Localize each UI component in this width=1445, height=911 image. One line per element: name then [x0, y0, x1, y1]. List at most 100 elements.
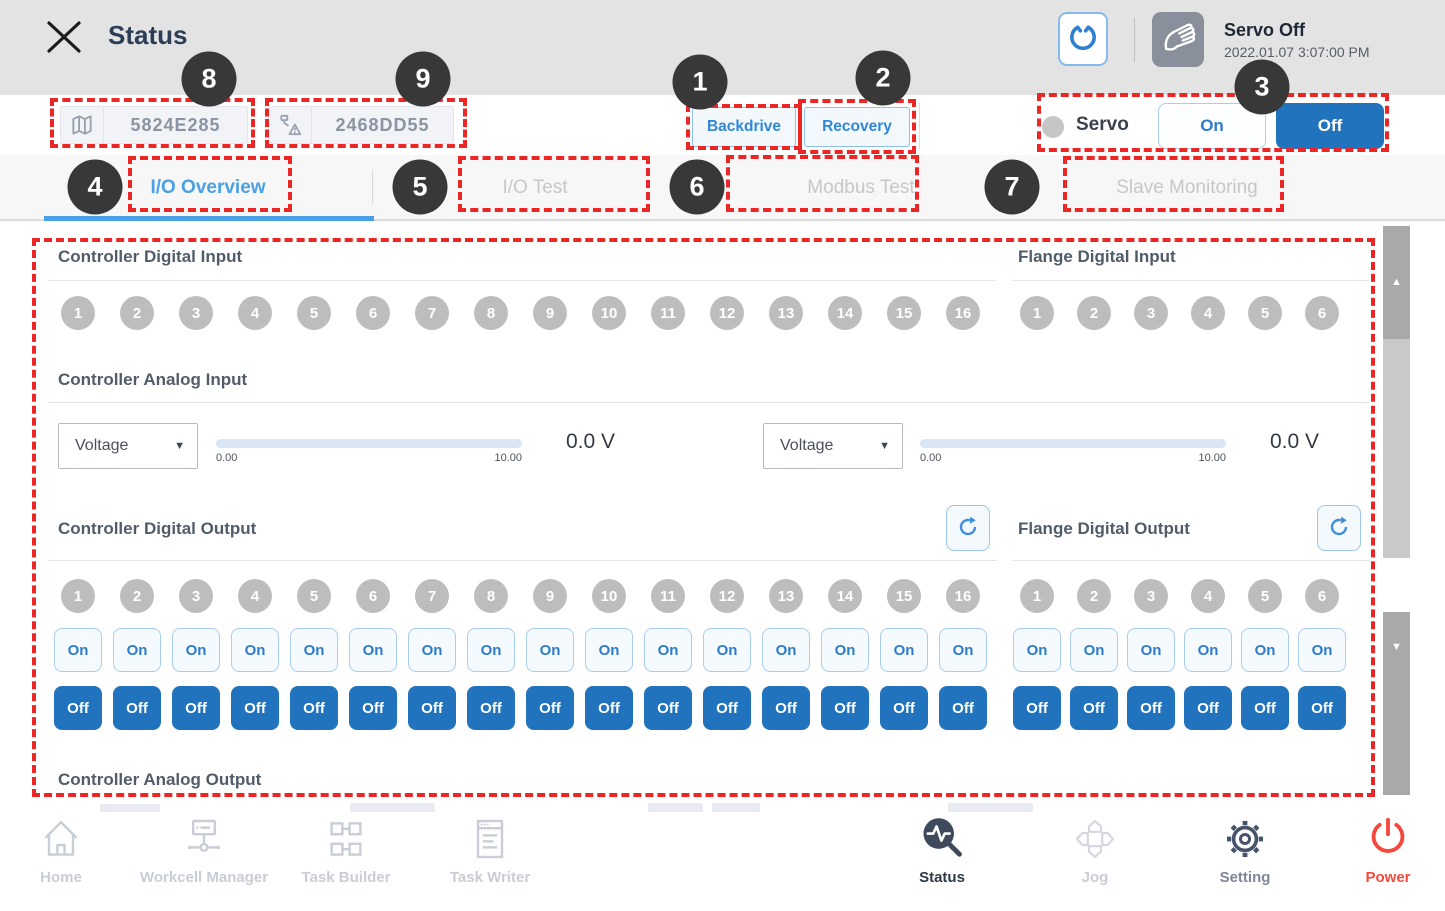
- recovery-button[interactable]: Recovery: [804, 107, 910, 147]
- channel-off-button[interactable]: Off: [349, 686, 397, 730]
- nav-item-setting[interactable]: Setting: [1165, 815, 1325, 886]
- channel-on-button[interactable]: On: [231, 628, 279, 672]
- channel-indicator: 8: [474, 296, 508, 330]
- channel-off-button[interactable]: Off: [172, 686, 220, 730]
- channel-on-button[interactable]: On: [762, 628, 810, 672]
- gripper-icon: [1066, 20, 1100, 59]
- channel-indicator: 2: [120, 296, 154, 330]
- refresh-icon: [1327, 515, 1351, 542]
- servo-on-button[interactable]: On: [1158, 103, 1266, 149]
- channel-off-button[interactable]: Off: [113, 686, 161, 730]
- channel-off-button[interactable]: Off: [762, 686, 810, 730]
- flange-output-refresh-button[interactable]: [1317, 505, 1361, 551]
- channel-indicator: 16: [946, 579, 980, 613]
- analog-input-1-mode-select[interactable]: Voltage ▼: [58, 423, 198, 469]
- channel-off-button[interactable]: Off: [1127, 686, 1175, 730]
- scrollbar-thumb[interactable]: [1383, 339, 1410, 558]
- nav-item-task-builder[interactable]: Task Builder: [266, 815, 426, 886]
- nav-label: Setting: [1219, 869, 1271, 886]
- channel-on-button[interactable]: On: [1298, 628, 1346, 672]
- channel-indicator: 4: [1191, 579, 1225, 613]
- channel-on-button[interactable]: On: [526, 628, 574, 672]
- nav-item-status[interactable]: Status: [862, 815, 1022, 886]
- scroll-up-button[interactable]: ▲: [1383, 226, 1410, 339]
- cockpit-button[interactable]: [1058, 12, 1108, 66]
- channel-off-button[interactable]: Off: [1241, 686, 1289, 730]
- channel-on-button[interactable]: On: [290, 628, 338, 672]
- channel-off-button[interactable]: Off: [54, 686, 102, 730]
- clipped-content: [648, 803, 703, 814]
- channel-indicator: 7: [415, 579, 449, 613]
- backdrive-button[interactable]: Backdrive: [692, 107, 796, 147]
- channel-off-button[interactable]: Off: [1298, 686, 1346, 730]
- channel-off-button[interactable]: Off: [703, 686, 751, 730]
- channel-off-button[interactable]: Off: [290, 686, 338, 730]
- channel-on-button[interactable]: On: [821, 628, 869, 672]
- controller-output-refresh-button[interactable]: [946, 505, 990, 551]
- toolbar-row: 5824E285 2468DD55 Backdrive Recovery Ser…: [0, 95, 1445, 155]
- channel-indicator: 15: [887, 579, 921, 613]
- vertical-scrollbar: ▲ ▼: [1383, 226, 1410, 795]
- channel-on-button[interactable]: On: [585, 628, 633, 672]
- nav-item-workcell-manager[interactable]: Workcell Manager: [124, 815, 284, 886]
- divider: [48, 560, 997, 561]
- nav-item-jog[interactable]: Jog: [1015, 815, 1175, 886]
- tab-slave-monitoring[interactable]: Slave Monitoring: [1116, 177, 1258, 198]
- channel-off-button[interactable]: Off: [644, 686, 692, 730]
- io-channel-column: 4: [231, 296, 279, 330]
- nav-item-task-writer[interactable]: Task Writer: [410, 815, 570, 886]
- channel-on-button[interactable]: On: [1127, 628, 1175, 672]
- channel-off-button[interactable]: Off: [1070, 686, 1118, 730]
- channel-off-button[interactable]: Off: [408, 686, 456, 730]
- channel-on-button[interactable]: On: [54, 628, 102, 672]
- close-button[interactable]: [42, 20, 86, 56]
- header-datetime: 2022.01.07 3:07:00 PM: [1224, 44, 1370, 60]
- channel-on-button[interactable]: On: [467, 628, 515, 672]
- servo-off-button[interactable]: Off: [1276, 103, 1384, 149]
- channel-indicator: 4: [1191, 296, 1225, 330]
- channel-off-button[interactable]: Off: [231, 686, 279, 730]
- channel-on-button[interactable]: On: [644, 628, 692, 672]
- channel-on-button[interactable]: On: [1184, 628, 1232, 672]
- channel-indicator: 1: [61, 296, 95, 330]
- io-channel-column: 4 On Off: [231, 579, 279, 730]
- tab-modbus-test[interactable]: Modbus Test: [807, 177, 915, 198]
- channel-off-button[interactable]: Off: [526, 686, 574, 730]
- channel-off-button[interactable]: Off: [880, 686, 928, 730]
- channel-on-button[interactable]: On: [113, 628, 161, 672]
- channel-on-button[interactable]: On: [1241, 628, 1289, 672]
- channel-on-button[interactable]: On: [880, 628, 928, 672]
- robot-warning-icon: [269, 107, 312, 143]
- channel-off-button[interactable]: Off: [1184, 686, 1232, 730]
- channel-indicator: 12: [710, 579, 744, 613]
- analog-input-2-mode-select[interactable]: Voltage ▼: [763, 423, 903, 469]
- channel-on-button[interactable]: On: [939, 628, 987, 672]
- analog-input-1-max-label: 10.00: [494, 452, 522, 464]
- channel-off-button[interactable]: Off: [939, 686, 987, 730]
- channel-on-button[interactable]: On: [1070, 628, 1118, 672]
- section-title-controller-digital-output: Controller Digital Output: [58, 519, 257, 538]
- page-title: Status: [108, 20, 188, 50]
- channel-on-button[interactable]: On: [408, 628, 456, 672]
- channel-off-button[interactable]: Off: [467, 686, 515, 730]
- channel-on-button[interactable]: On: [172, 628, 220, 672]
- analog-input-2-slider[interactable]: [920, 439, 1226, 448]
- nav-item-power[interactable]: Power: [1308, 815, 1445, 886]
- channel-off-button[interactable]: Off: [1013, 686, 1061, 730]
- channel-on-button[interactable]: On: [703, 628, 751, 672]
- channel-indicator: 5: [1248, 579, 1282, 613]
- channel-on-button[interactable]: On: [1013, 628, 1061, 672]
- channel-off-button[interactable]: Off: [821, 686, 869, 730]
- scroll-down-button[interactable]: ▼: [1383, 612, 1410, 795]
- tab-io-overview[interactable]: I/O Overview: [150, 177, 266, 198]
- nav-label: Home: [40, 869, 82, 886]
- top-header-bar: Status: [0, 0, 1445, 95]
- nav-item-home[interactable]: Home: [0, 815, 141, 886]
- channel-off-button[interactable]: Off: [585, 686, 633, 730]
- robot-serial-field: 5824E285: [60, 106, 248, 144]
- divider: [1013, 560, 1369, 561]
- channel-on-button[interactable]: On: [349, 628, 397, 672]
- analog-input-1-slider[interactable]: [216, 439, 522, 448]
- tab-io-test[interactable]: I/O Test: [502, 177, 568, 198]
- divider: [48, 280, 995, 281]
